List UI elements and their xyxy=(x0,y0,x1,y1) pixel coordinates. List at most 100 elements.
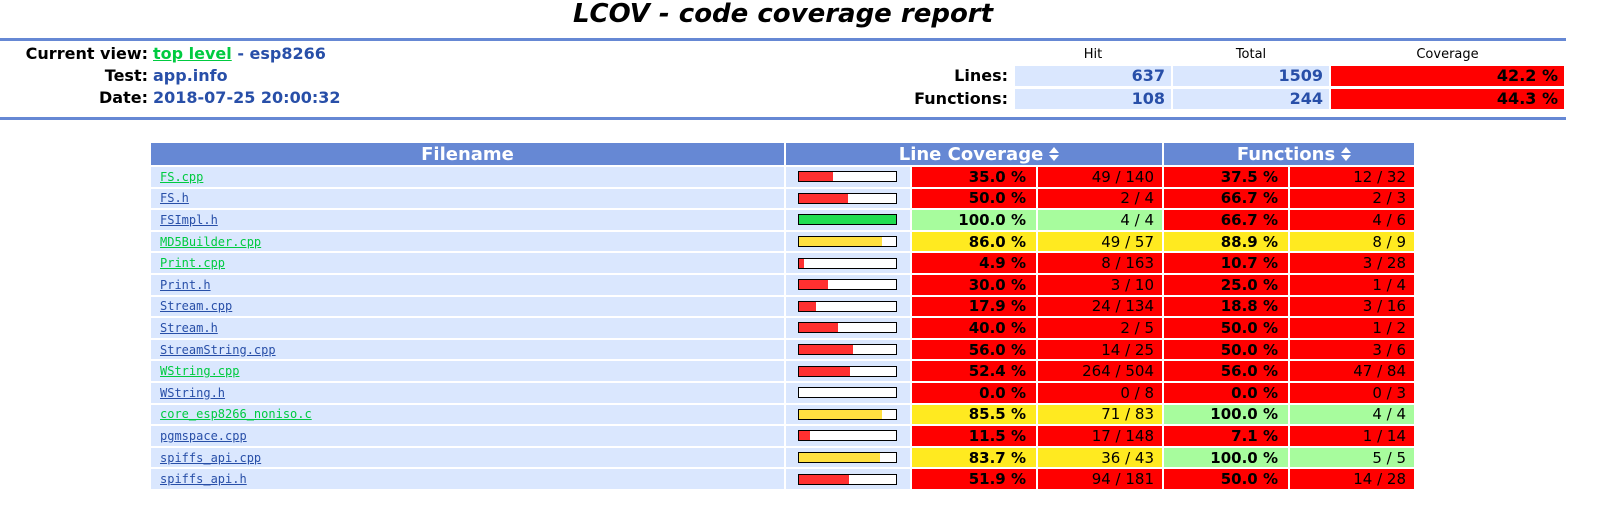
coverage-bar xyxy=(798,322,897,334)
file-link[interactable]: StreamString.cpp xyxy=(160,342,276,357)
table-row: Stream.cpp 17.9 % 24 / 134 18.8 % 3 / 16 xyxy=(151,296,1414,317)
line-coverage-count: 36 / 43 xyxy=(1038,447,1162,468)
coverage-bar-cell xyxy=(786,469,910,489)
filename-cell: FS.cpp xyxy=(151,167,784,187)
file-link[interactable]: FSImpl.h xyxy=(160,212,218,227)
table-row: Print.h 30.0 % 3 / 10 25.0 % 1 / 4 xyxy=(151,274,1414,295)
filename-header[interactable]: Filename xyxy=(151,143,784,165)
file-link[interactable]: pgmspace.cpp xyxy=(160,428,247,443)
test-value: app.info xyxy=(153,66,228,85)
line-coverage-count: 2 / 5 xyxy=(1038,318,1162,338)
coverage-bar-fill xyxy=(799,172,833,182)
line-coverage-percent: 40.0 % xyxy=(912,318,1036,338)
table-row: WString.cpp 52.4 % 264 / 504 56.0 % 47 / 84 xyxy=(151,361,1414,381)
file-link[interactable]: WString.cpp xyxy=(160,364,240,379)
coverage-bar-fill xyxy=(799,453,881,463)
function-coverage-count: 8 / 9 xyxy=(1290,231,1414,252)
coverage-bar-fill xyxy=(799,215,896,225)
coverage-bar-fill xyxy=(799,474,850,484)
summary-functions-coverage: 44.3 % xyxy=(1331,89,1564,109)
functions-header[interactable]: Functions xyxy=(1164,143,1414,165)
coverage-bar xyxy=(798,257,897,269)
filename-header-label: Filename xyxy=(421,143,514,165)
line-coverage-percent: 35.0 % xyxy=(912,167,1036,187)
current-view-sep: - xyxy=(231,44,250,63)
table-row: FSImpl.h 100.0 % 4 / 4 66.7 % 4 / 6 xyxy=(151,210,1414,230)
summary-total-header: Total xyxy=(1235,47,1267,62)
top-level-link[interactable]: top level xyxy=(153,44,232,63)
coverage-bar-cell xyxy=(786,296,910,317)
line-coverage-count: 49 / 57 xyxy=(1038,231,1162,252)
file-link[interactable]: spiffs_api.cpp xyxy=(160,450,262,465)
table-row: spiffs_api.h 51.9 % 94 / 181 50.0 % 14 / 28 xyxy=(151,469,1414,489)
coverage-bar-cell xyxy=(786,274,910,295)
function-coverage-percent: 50.0 % xyxy=(1164,318,1288,338)
current-view-label: Current view: xyxy=(25,44,148,63)
coverage-bar xyxy=(798,171,897,183)
table-row: pgmspace.cpp 11.5 % 17 / 148 7.1 % 1 / 14 xyxy=(151,426,1414,446)
summary-hit-header: Hit xyxy=(1083,47,1103,62)
coverage-bar-cell xyxy=(786,382,910,403)
function-coverage-percent: 7.1 % xyxy=(1164,426,1288,446)
line-coverage-count: 49 / 140 xyxy=(1038,167,1162,187)
function-coverage-count: 12 / 32 xyxy=(1290,167,1414,187)
line-coverage-percent: 83.7 % xyxy=(912,447,1036,468)
line-coverage-percent: 52.4 % xyxy=(912,361,1036,381)
function-coverage-count: 1 / 4 xyxy=(1290,274,1414,295)
summary-functions-label: Functions: xyxy=(914,89,1008,108)
line-coverage-count: 94 / 181 xyxy=(1038,469,1162,489)
test-row: Test: app.info xyxy=(0,66,600,88)
summary-lines-coverage: 42.2 % xyxy=(1331,66,1564,86)
file-link[interactable]: FS.cpp xyxy=(160,169,204,184)
filename-cell: StreamString.cpp xyxy=(151,339,784,360)
file-link[interactable]: Print.cpp xyxy=(160,256,226,271)
table-row: WString.h 0.0 % 0 / 8 0.0 % 0 / 3 xyxy=(151,382,1414,403)
table-row: FS.h 50.0 % 2 / 4 66.7 % 2 / 3 xyxy=(151,188,1414,209)
file-link[interactable]: Print.h xyxy=(160,277,211,292)
filename-cell: spiffs_api.h xyxy=(151,469,784,489)
table-row: Stream.h 40.0 % 2 / 5 50.0 % 1 / 2 xyxy=(151,318,1414,338)
coverage-bar-cell xyxy=(786,167,910,187)
line-coverage-count: 0 / 8 xyxy=(1038,382,1162,403)
file-link[interactable]: core_esp8266_noniso.c xyxy=(160,407,312,422)
filename-cell: MD5Builder.cpp xyxy=(151,231,784,252)
file-link[interactable]: FS.h xyxy=(160,191,189,206)
file-link[interactable]: MD5Builder.cpp xyxy=(160,234,262,249)
table-row: FS.cpp 35.0 % 49 / 140 37.5 % 12 / 32 xyxy=(151,167,1414,187)
coverage-bar-fill xyxy=(799,237,883,247)
file-link[interactable]: Stream.h xyxy=(160,320,218,335)
file-link[interactable]: WString.h xyxy=(160,385,226,400)
filename-cell: Stream.h xyxy=(151,318,784,338)
filename-cell: core_esp8266_noniso.c xyxy=(151,404,784,425)
line-coverage-header[interactable]: Line Coverage xyxy=(786,143,1162,165)
filename-cell: FSImpl.h xyxy=(151,210,784,230)
coverage-bar xyxy=(798,236,897,248)
coverage-bar-cell xyxy=(786,339,910,360)
coverage-bar-cell xyxy=(786,253,910,273)
line-coverage-count: 14 / 25 xyxy=(1038,339,1162,360)
coverage-bar xyxy=(798,300,897,312)
line-coverage-percent: 0.0 % xyxy=(912,382,1036,403)
filename-cell: pgmspace.cpp xyxy=(151,426,784,446)
line-coverage-percent: 85.5 % xyxy=(912,404,1036,425)
function-coverage-count: 0 / 3 xyxy=(1290,382,1414,403)
coverage-bar-cell xyxy=(786,361,910,381)
filename-cell: spiffs_api.cpp xyxy=(151,447,784,468)
summary-functions-total: 244 xyxy=(1173,89,1329,109)
function-coverage-percent: 66.7 % xyxy=(1164,188,1288,209)
coverage-bar-cell xyxy=(786,210,910,230)
coverage-bar xyxy=(798,279,897,291)
function-coverage-percent: 100.0 % xyxy=(1164,447,1288,468)
line-coverage-percent: 17.9 % xyxy=(912,296,1036,317)
function-coverage-count: 3 / 16 xyxy=(1290,296,1414,317)
line-coverage-count: 8 / 163 xyxy=(1038,253,1162,273)
function-coverage-percent: 50.0 % xyxy=(1164,469,1288,489)
function-coverage-count: 5 / 5 xyxy=(1290,447,1414,468)
current-view-value: top level - esp8266 xyxy=(153,44,326,64)
current-view-row: Current view: top level - esp8266 xyxy=(0,44,600,66)
file-link[interactable]: spiffs_api.h xyxy=(160,472,247,487)
function-coverage-percent: 88.9 % xyxy=(1164,231,1288,252)
functions-header-label: Functions xyxy=(1236,143,1336,165)
file-link[interactable]: Stream.cpp xyxy=(160,299,233,314)
summary-coverage-header: Coverage xyxy=(1416,47,1479,62)
